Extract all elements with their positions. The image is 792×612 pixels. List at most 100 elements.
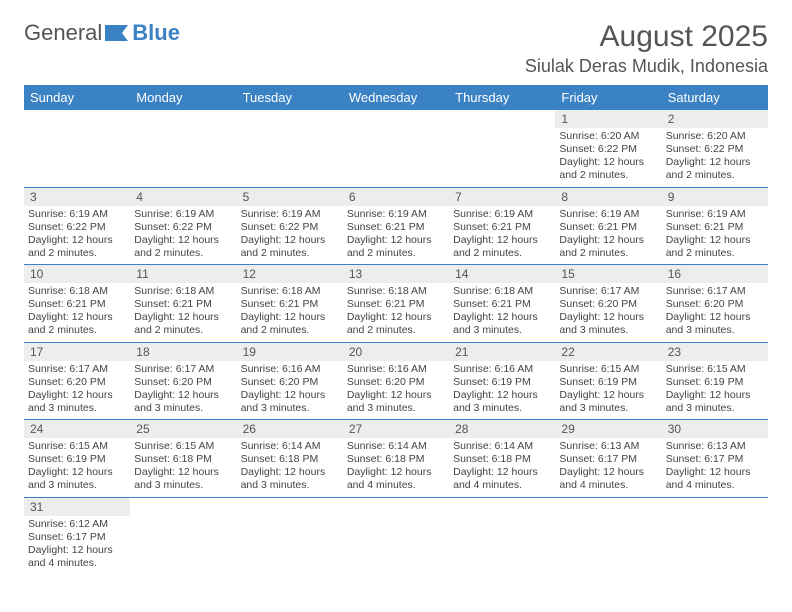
calendar-cell: 31Sunrise: 6:12 AMSunset: 6:17 PMDayligh… <box>24 497 130 574</box>
day-number: 11 <box>130 265 236 283</box>
calendar-row: 31Sunrise: 6:12 AMSunset: 6:17 PMDayligh… <box>24 497 768 574</box>
calendar-cell: 1Sunrise: 6:20 AMSunset: 6:22 PMDaylight… <box>555 110 661 187</box>
calendar-cell: 29Sunrise: 6:13 AMSunset: 6:17 PMDayligh… <box>555 420 661 498</box>
day-details: Sunrise: 6:18 AMSunset: 6:21 PMDaylight:… <box>130 283 236 342</box>
calendar-cell: 3Sunrise: 6:19 AMSunset: 6:22 PMDaylight… <box>24 187 130 265</box>
day-number: 26 <box>237 420 343 438</box>
calendar-cell: 10Sunrise: 6:18 AMSunset: 6:21 PMDayligh… <box>24 265 130 343</box>
day-number: 13 <box>343 265 449 283</box>
location-subtitle: Siulak Deras Mudik, Indonesia <box>525 56 768 77</box>
day-details: Sunrise: 6:19 AMSunset: 6:21 PMDaylight:… <box>343 206 449 265</box>
day-details: Sunrise: 6:15 AMSunset: 6:19 PMDaylight:… <box>662 361 768 420</box>
day-details: Sunrise: 6:14 AMSunset: 6:18 PMDaylight:… <box>237 438 343 497</box>
brand-part1: General <box>24 20 102 46</box>
day-number: 25 <box>130 420 236 438</box>
day-number: 29 <box>555 420 661 438</box>
weekday-header: Monday <box>130 85 236 110</box>
day-details: Sunrise: 6:14 AMSunset: 6:18 PMDaylight:… <box>343 438 449 497</box>
calendar-cell: 14Sunrise: 6:18 AMSunset: 6:21 PMDayligh… <box>449 265 555 343</box>
calendar-cell: 9Sunrise: 6:19 AMSunset: 6:21 PMDaylight… <box>662 187 768 265</box>
day-number: 30 <box>662 420 768 438</box>
flag-icon <box>104 23 130 43</box>
calendar-cell: 30Sunrise: 6:13 AMSunset: 6:17 PMDayligh… <box>662 420 768 498</box>
weekday-header: Saturday <box>662 85 768 110</box>
calendar-cell: 21Sunrise: 6:16 AMSunset: 6:19 PMDayligh… <box>449 342 555 420</box>
calendar-cell: 26Sunrise: 6:14 AMSunset: 6:18 PMDayligh… <box>237 420 343 498</box>
day-number: 6 <box>343 188 449 206</box>
calendar-cell: 22Sunrise: 6:15 AMSunset: 6:19 PMDayligh… <box>555 342 661 420</box>
day-number: 4 <box>130 188 236 206</box>
day-details: Sunrise: 6:19 AMSunset: 6:21 PMDaylight:… <box>662 206 768 265</box>
calendar-cell: 4Sunrise: 6:19 AMSunset: 6:22 PMDaylight… <box>130 187 236 265</box>
day-details: Sunrise: 6:18 AMSunset: 6:21 PMDaylight:… <box>449 283 555 342</box>
calendar-empty-cell <box>24 110 130 187</box>
calendar-table: Sunday Monday Tuesday Wednesday Thursday… <box>24 85 768 574</box>
weekday-header: Wednesday <box>343 85 449 110</box>
day-number: 9 <box>662 188 768 206</box>
weekday-header: Sunday <box>24 85 130 110</box>
calendar-cell: 24Sunrise: 6:15 AMSunset: 6:19 PMDayligh… <box>24 420 130 498</box>
day-details: Sunrise: 6:19 AMSunset: 6:21 PMDaylight:… <box>449 206 555 265</box>
calendar-cell: 11Sunrise: 6:18 AMSunset: 6:21 PMDayligh… <box>130 265 236 343</box>
day-details: Sunrise: 6:14 AMSunset: 6:18 PMDaylight:… <box>449 438 555 497</box>
day-details: Sunrise: 6:13 AMSunset: 6:17 PMDaylight:… <box>662 438 768 497</box>
day-number: 5 <box>237 188 343 206</box>
day-number: 19 <box>237 343 343 361</box>
calendar-empty-cell <box>130 497 236 574</box>
day-number: 22 <box>555 343 661 361</box>
day-details: Sunrise: 6:20 AMSunset: 6:22 PMDaylight:… <box>662 128 768 187</box>
calendar-cell: 27Sunrise: 6:14 AMSunset: 6:18 PMDayligh… <box>343 420 449 498</box>
day-number: 21 <box>449 343 555 361</box>
day-number: 3 <box>24 188 130 206</box>
day-details: Sunrise: 6:18 AMSunset: 6:21 PMDaylight:… <box>343 283 449 342</box>
weekday-header-row: Sunday Monday Tuesday Wednesday Thursday… <box>24 85 768 110</box>
calendar-empty-cell <box>237 497 343 574</box>
day-details: Sunrise: 6:17 AMSunset: 6:20 PMDaylight:… <box>555 283 661 342</box>
page-header: General Blue August 2025 Siulak Deras Mu… <box>24 20 768 77</box>
day-number: 1 <box>555 110 661 128</box>
calendar-row: 24Sunrise: 6:15 AMSunset: 6:19 PMDayligh… <box>24 420 768 498</box>
calendar-row: 17Sunrise: 6:17 AMSunset: 6:20 PMDayligh… <box>24 342 768 420</box>
calendar-empty-cell <box>449 497 555 574</box>
day-details: Sunrise: 6:18 AMSunset: 6:21 PMDaylight:… <box>24 283 130 342</box>
calendar-cell: 18Sunrise: 6:17 AMSunset: 6:20 PMDayligh… <box>130 342 236 420</box>
calendar-empty-cell <box>449 110 555 187</box>
day-details: Sunrise: 6:17 AMSunset: 6:20 PMDaylight:… <box>130 361 236 420</box>
calendar-empty-cell <box>130 110 236 187</box>
day-number: 15 <box>555 265 661 283</box>
calendar-empty-cell <box>343 497 449 574</box>
calendar-empty-cell <box>343 110 449 187</box>
day-number: 2 <box>662 110 768 128</box>
calendar-row: 10Sunrise: 6:18 AMSunset: 6:21 PMDayligh… <box>24 265 768 343</box>
calendar-cell: 23Sunrise: 6:15 AMSunset: 6:19 PMDayligh… <box>662 342 768 420</box>
day-details: Sunrise: 6:19 AMSunset: 6:22 PMDaylight:… <box>237 206 343 265</box>
weekday-header: Thursday <box>449 85 555 110</box>
day-number: 10 <box>24 265 130 283</box>
day-number: 27 <box>343 420 449 438</box>
calendar-cell: 12Sunrise: 6:18 AMSunset: 6:21 PMDayligh… <box>237 265 343 343</box>
day-details: Sunrise: 6:12 AMSunset: 6:17 PMDaylight:… <box>24 516 130 575</box>
calendar-empty-cell <box>237 110 343 187</box>
day-number: 18 <box>130 343 236 361</box>
day-details: Sunrise: 6:18 AMSunset: 6:21 PMDaylight:… <box>237 283 343 342</box>
calendar-cell: 2Sunrise: 6:20 AMSunset: 6:22 PMDaylight… <box>662 110 768 187</box>
day-number: 14 <box>449 265 555 283</box>
calendar-row: 1Sunrise: 6:20 AMSunset: 6:22 PMDaylight… <box>24 110 768 187</box>
weekday-header: Friday <box>555 85 661 110</box>
day-number: 12 <box>237 265 343 283</box>
day-details: Sunrise: 6:15 AMSunset: 6:18 PMDaylight:… <box>130 438 236 497</box>
calendar-cell: 7Sunrise: 6:19 AMSunset: 6:21 PMDaylight… <box>449 187 555 265</box>
calendar-row: 3 Sunrise: 6:19 AMSunset: 6:22 PMDaylight… <box>24 187 768 265</box>
calendar-cell: 28Sunrise: 6:14 AMSunset: 6:18 PMDayligh… <box>449 420 555 498</box>
month-title: August 2025 <box>525 20 768 54</box>
day-details: Sunrise: 6:16 AMSunset: 6:20 PMDaylight:… <box>343 361 449 420</box>
calendar-cell: 13Sunrise: 6:18 AMSunset: 6:21 PMDayligh… <box>343 265 449 343</box>
calendar-cell: 25Sunrise: 6:15 AMSunset: 6:18 PMDayligh… <box>130 420 236 498</box>
day-details: Sunrise: 6:17 AMSunset: 6:20 PMDaylight:… <box>662 283 768 342</box>
day-details: Sunrise: 6:16 AMSunset: 6:20 PMDaylight:… <box>237 361 343 420</box>
day-number: 17 <box>24 343 130 361</box>
calendar-cell: 17Sunrise: 6:17 AMSunset: 6:20 PMDayligh… <box>24 342 130 420</box>
day-number: 23 <box>662 343 768 361</box>
calendar-cell: 15Sunrise: 6:17 AMSunset: 6:20 PMDayligh… <box>555 265 661 343</box>
day-details: Sunrise: 6:19 AMSunset: 6:21 PMDaylight:… <box>555 206 661 265</box>
